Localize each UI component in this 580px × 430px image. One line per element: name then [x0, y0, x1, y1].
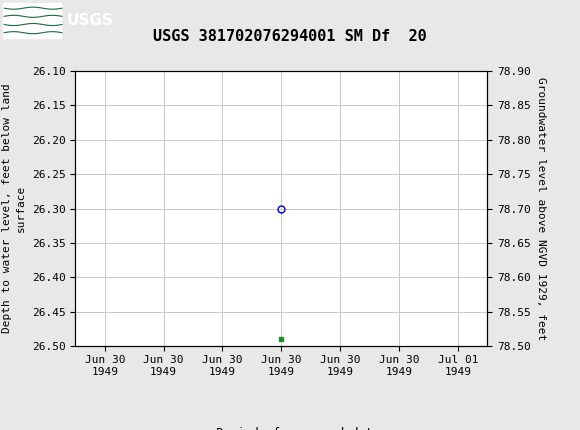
- Text: USGS: USGS: [67, 13, 114, 28]
- Legend: Period of approved data: Period of approved data: [178, 422, 385, 430]
- Text: USGS 381702076294001 SM Df  20: USGS 381702076294001 SM Df 20: [153, 29, 427, 44]
- FancyBboxPatch shape: [3, 3, 61, 37]
- Y-axis label: Depth to water level, feet below land
surface: Depth to water level, feet below land su…: [2, 84, 26, 333]
- Y-axis label: Groundwater level above NGVD 1929, feet: Groundwater level above NGVD 1929, feet: [536, 77, 546, 340]
